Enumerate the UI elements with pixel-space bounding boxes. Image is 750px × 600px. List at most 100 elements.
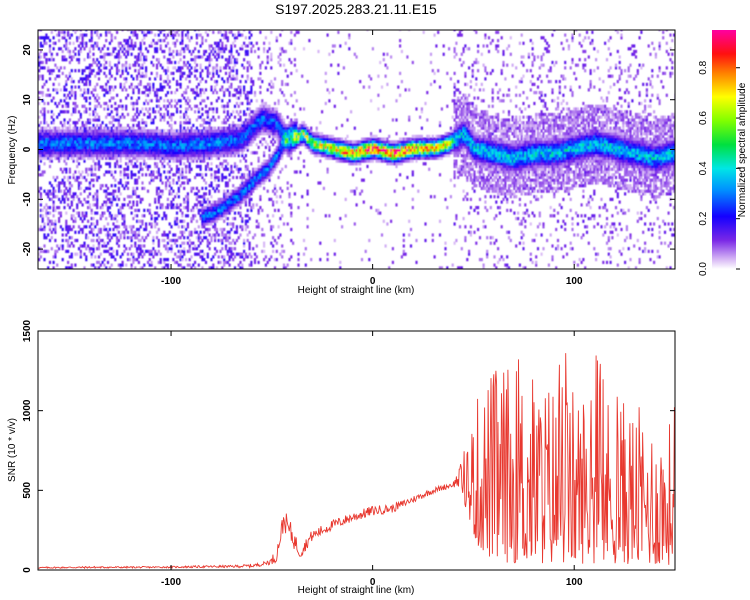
spectrogram-cell bbox=[70, 195, 73, 199]
spectrogram-cell bbox=[224, 233, 228, 237]
spectrogram-cell bbox=[119, 233, 122, 237]
spectrogram-cell bbox=[132, 252, 135, 256]
spectrogram-cell bbox=[154, 77, 157, 81]
spectrogram-cell bbox=[114, 189, 117, 193]
spectrogram-cell bbox=[250, 140, 253, 144]
spectrogram-cell bbox=[68, 140, 71, 144]
spectrogram-cell bbox=[281, 30, 284, 32]
spectrogram-cell bbox=[116, 134, 119, 138]
spectrogram-cell bbox=[297, 143, 300, 147]
spectrogram-cell bbox=[263, 151, 266, 155]
spectrogram-cell bbox=[233, 266, 237, 269]
spectrogram-cell bbox=[168, 238, 171, 243]
spectrogram-cell bbox=[253, 233, 257, 237]
spectrogram-cell bbox=[199, 203, 202, 207]
spectrogram-cell bbox=[72, 173, 75, 177]
spectrogram-cell bbox=[112, 189, 115, 193]
spectrogram-cell bbox=[192, 154, 195, 158]
spectrogram-cell bbox=[204, 260, 208, 264]
spectrogram-cell bbox=[139, 154, 142, 158]
spectrogram-cell bbox=[281, 214, 284, 218]
spectrogram-cell bbox=[166, 134, 169, 138]
spectrogram-cell bbox=[103, 249, 106, 253]
spectrogram-cell bbox=[270, 197, 273, 201]
spectrogram-cell bbox=[47, 123, 50, 128]
spectrogram-cell bbox=[123, 44, 126, 48]
spectrogram-cell bbox=[154, 217, 157, 221]
spectrogram-cell bbox=[145, 151, 148, 155]
spectrogram-cell bbox=[50, 99, 53, 103]
spectrogram-cell bbox=[79, 200, 82, 204]
spectrogram-cell bbox=[199, 249, 202, 253]
spectrogram-cell bbox=[181, 33, 184, 37]
spectrogram-cell bbox=[106, 148, 110, 152]
spectrogram-cell bbox=[123, 233, 126, 237]
spectrogram-cell bbox=[50, 145, 53, 149]
spectrogram-cell bbox=[159, 159, 162, 163]
spectrogram-cell bbox=[237, 154, 240, 158]
spectrogram-cell bbox=[186, 249, 189, 253]
spectrogram-cell bbox=[165, 233, 168, 237]
spectrogram-cell bbox=[56, 151, 59, 155]
spectrogram-cell bbox=[83, 129, 86, 133]
spectrogram-cell bbox=[250, 143, 253, 147]
spectrogram-cell bbox=[259, 195, 262, 199]
spectrogram-cell bbox=[96, 206, 99, 210]
spectrogram-cell bbox=[155, 162, 159, 166]
spectrogram-cell bbox=[88, 80, 91, 84]
spectrogram-cell bbox=[99, 49, 102, 54]
spectrogram-cell bbox=[226, 195, 229, 199]
spectrogram-cell bbox=[132, 33, 135, 37]
spectrogram-cell bbox=[174, 33, 177, 37]
spectrogram-cell bbox=[52, 175, 55, 180]
spectrogram-cell bbox=[163, 104, 166, 108]
spectrogram-cell bbox=[214, 55, 217, 59]
spectrogram-cell bbox=[282, 266, 286, 269]
spectrogram-cell bbox=[58, 140, 61, 144]
spectrogram-cell bbox=[58, 156, 61, 160]
spectrogram-cell bbox=[290, 227, 293, 232]
spectrogram-cell bbox=[215, 156, 218, 160]
spectrogram-cell bbox=[106, 241, 110, 245]
spectrogram-cell bbox=[203, 145, 206, 149]
spectrogram-cell bbox=[85, 132, 88, 136]
spectrogram-cell bbox=[183, 151, 186, 155]
spectrogram-cell bbox=[232, 238, 235, 243]
spectrogram-cell bbox=[201, 186, 204, 190]
spectrogram-cell bbox=[90, 137, 93, 141]
spectrogram-cell bbox=[183, 206, 186, 210]
spectrogram-cell bbox=[223, 219, 226, 223]
spectrogram-cell bbox=[301, 140, 304, 144]
spectrogram-cell bbox=[246, 66, 249, 70]
spectrogram-cell bbox=[152, 241, 155, 245]
spectrogram-cell bbox=[179, 143, 182, 147]
spectrogram-cell bbox=[243, 156, 246, 160]
spectrogram-cell bbox=[208, 118, 211, 122]
spectrogram-cell bbox=[232, 77, 235, 81]
spectrogram-cell bbox=[168, 123, 171, 128]
spectrogram-cell bbox=[224, 129, 228, 133]
spectrogram-cell bbox=[65, 101, 68, 106]
spectrogram-cell bbox=[170, 52, 173, 56]
spectrogram-cell bbox=[208, 184, 211, 188]
spectrogram-cell bbox=[194, 227, 197, 232]
spectrogram-cell bbox=[166, 197, 169, 201]
spectrogram-cell bbox=[190, 126, 193, 130]
spectrogram-cell bbox=[150, 121, 153, 125]
spectrogram-cell bbox=[136, 99, 139, 103]
spectrogram-cell bbox=[286, 148, 289, 152]
spectrogram-cell bbox=[41, 134, 44, 138]
spectrogram-cell bbox=[99, 137, 102, 141]
spectrogram-cell bbox=[257, 132, 260, 136]
spectrogram-cell bbox=[228, 148, 231, 152]
spectrogram-cell bbox=[141, 173, 144, 177]
spectrogram-cell bbox=[185, 77, 188, 81]
spectrogram-cell bbox=[50, 132, 53, 136]
spectrogram-cell bbox=[224, 236, 228, 240]
spectrogram-cell bbox=[224, 36, 228, 40]
spectrogram-cell bbox=[208, 52, 211, 56]
spectrogram-cell bbox=[215, 132, 218, 136]
spectrogram-cell bbox=[126, 132, 130, 136]
spectrogram-cell bbox=[96, 151, 99, 155]
spectrogram-cell bbox=[197, 30, 200, 32]
